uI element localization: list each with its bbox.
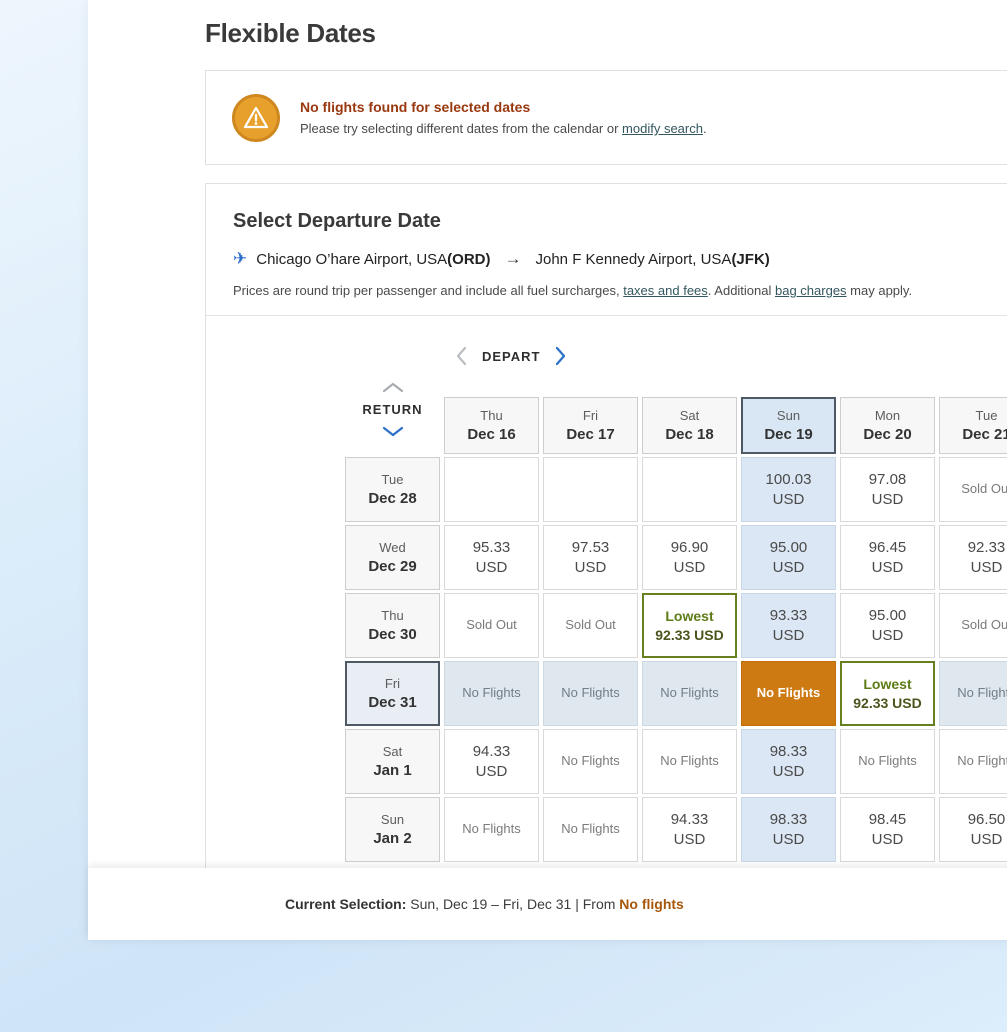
no-flights-alert: No flights found for selected dates Plea… <box>205 70 1007 165</box>
depart-label: DEPART <box>482 348 541 364</box>
current-selection-bar: Current Selection: Sun, Dec 19 – Fri, De… <box>88 868 1007 940</box>
empty-cell <box>642 457 737 522</box>
return-prev-button[interactable] <box>380 379 406 395</box>
sold-out-cell[interactable]: Sold Out <box>939 457 1007 522</box>
fare-cell[interactable]: 93.33 USD <box>741 593 836 658</box>
fare-cell[interactable]: 96.45 USD <box>840 525 935 590</box>
empty-cell <box>444 457 539 522</box>
page-title: Flexible Dates <box>205 18 376 48</box>
fare-cell[interactable]: 98.33 USD <box>741 797 836 862</box>
fare-cell[interactable]: 97.53 USD <box>543 525 638 590</box>
select-departure-panel: Select Departure Date ✈ Chicago O’hare A… <box>205 183 1007 875</box>
no-flights-cell[interactable]: No Flights <box>444 661 539 726</box>
arrow-right-icon: → <box>504 249 522 268</box>
departure-heading: Select Departure Date <box>233 210 441 232</box>
alert-text: No flights found for selected dates Plea… <box>300 99 707 136</box>
return-row-header[interactable]: Tue Dec 28 <box>345 457 440 522</box>
fare-cell[interactable]: 94.33 USD <box>444 729 539 794</box>
departure-header: Select Departure Date ✈ Chicago O’hare A… <box>206 184 1007 298</box>
sold-out-cell[interactable]: Sold Out <box>444 593 539 658</box>
bag-charges-link[interactable]: bag charges <box>775 283 847 298</box>
fare-cell[interactable]: 98.33 USD <box>741 729 836 794</box>
depart-prev-button[interactable] <box>453 344 469 368</box>
lowest-fare-cell[interactable]: Lowest 92.33 USD <box>642 593 737 658</box>
depart-axis-control: DEPART <box>453 344 569 368</box>
fare-cell[interactable]: 96.50 USD <box>939 797 1007 862</box>
empty-cell <box>543 457 638 522</box>
return-row-header[interactable]: Wed Dec 29 <box>345 525 440 590</box>
depart-column-header[interactable]: Tue Dec 21 <box>939 397 1007 454</box>
fare-cell[interactable]: 94.33 USD <box>642 797 737 862</box>
pricing-note: Prices are round trip per passenger and … <box>233 283 913 298</box>
alert-title: No flights found for selected dates <box>300 99 531 115</box>
return-row-header-selected[interactable]: Fri Dec 31 <box>345 661 440 726</box>
depart-column-header-selected[interactable]: Sun Dec 19 <box>741 397 836 454</box>
selected-fare-cell[interactable]: No Flights <box>741 661 836 726</box>
fare-cell[interactable]: 98.45 USD <box>840 797 935 862</box>
no-flights-cell[interactable]: No Flights <box>543 797 638 862</box>
origin-airport: Chicago O’hare Airport, USA <box>256 250 448 268</box>
fare-cell[interactable]: 95.33 USD <box>444 525 539 590</box>
selection-price-highlight: No flights <box>619 896 684 912</box>
lowest-fare-cell[interactable]: Lowest 92.33 USD <box>840 661 935 726</box>
no-flights-cell[interactable]: No Flights <box>444 797 539 862</box>
fare-matrix: RETURN Thu Dec 16 Fri Dec 17 Sat <box>345 382 1007 862</box>
alert-message: Please try selecting different dates fro… <box>300 121 707 136</box>
fare-matrix-section: DEPART RETURN <box>206 315 1007 862</box>
destination-airport: John F Kennedy Airport, USA <box>535 250 732 268</box>
sold-out-cell[interactable]: Sold Out <box>543 593 638 658</box>
return-row-header[interactable]: Sat Jan 1 <box>345 729 440 794</box>
no-flights-cell[interactable]: No Flights <box>543 729 638 794</box>
route-summary: ✈ Chicago O’hare Airport, USA (ORD) → Jo… <box>233 249 1007 269</box>
no-flights-cell[interactable]: No Flights <box>642 729 737 794</box>
depart-column-header[interactable]: Thu Dec 16 <box>444 397 539 454</box>
current-selection-text: Current Selection: Sun, Dec 19 – Fri, De… <box>285 896 684 912</box>
no-flights-cell[interactable]: No Flights <box>939 729 1007 794</box>
warning-icon <box>232 93 280 142</box>
fare-cell[interactable]: 92.33 USD <box>939 525 1007 590</box>
no-flights-cell[interactable]: No Flights <box>543 661 638 726</box>
return-row-header[interactable]: Thu Dec 30 <box>345 593 440 658</box>
no-flights-cell[interactable]: No Flights <box>840 729 935 794</box>
depart-column-header[interactable]: Fri Dec 17 <box>543 397 638 454</box>
depart-column-header[interactable]: Sat Dec 18 <box>642 397 737 454</box>
return-next-button[interactable] <box>380 424 406 440</box>
no-flights-cell[interactable]: No Flights <box>939 661 1007 726</box>
origin-code: (ORD) <box>447 250 491 268</box>
sold-out-cell[interactable]: Sold Out <box>939 593 1007 658</box>
taxes-and-fees-link[interactable]: taxes and fees <box>623 283 708 298</box>
destination-code: (JFK) <box>731 250 770 268</box>
depart-column-header[interactable]: Mon Dec 20 <box>840 397 935 454</box>
fare-cell[interactable]: 97.08 USD <box>840 457 935 522</box>
fare-cell[interactable]: 95.00 USD <box>741 525 836 590</box>
main-panel: Flexible Dates No flights found for sele… <box>88 0 1007 940</box>
return-label: RETURN <box>362 402 423 417</box>
fare-cell[interactable]: 95.00 USD <box>840 593 935 658</box>
return-axis-control: RETURN <box>345 382 440 454</box>
no-flights-cell[interactable]: No Flights <box>642 661 737 726</box>
fare-cell[interactable]: 96.90 USD <box>642 525 737 590</box>
return-row-header[interactable]: Sun Jan 2 <box>345 797 440 862</box>
fare-cell[interactable]: 100.03 USD <box>741 457 836 522</box>
modify-search-link[interactable]: modify search <box>622 121 703 136</box>
depart-next-button[interactable] <box>553 344 569 368</box>
airplane-icon: ✈ <box>233 249 248 268</box>
